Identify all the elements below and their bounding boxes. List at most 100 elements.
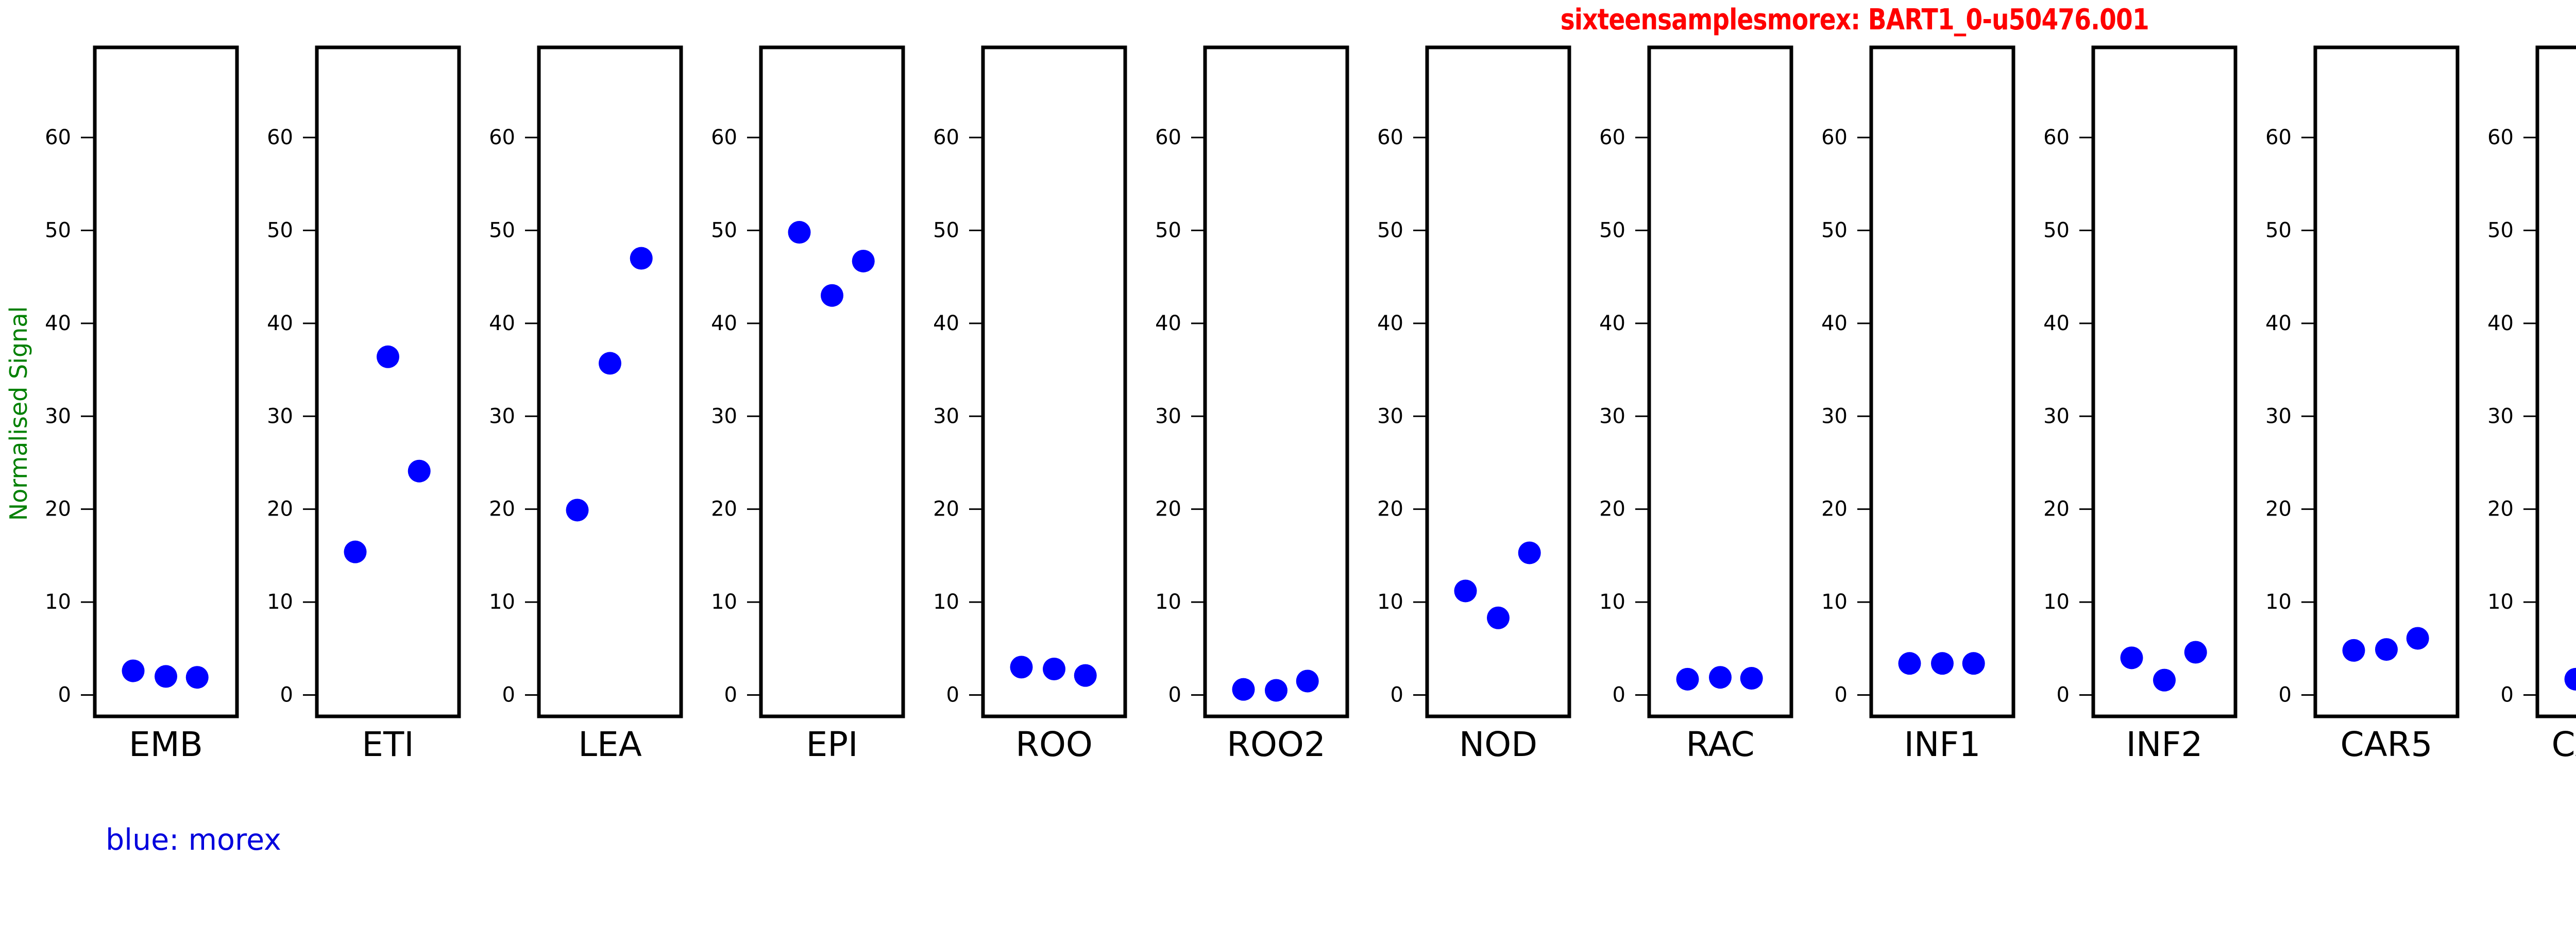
plot-box — [1203, 45, 1349, 718]
y-tick-label: 20 — [2043, 497, 2070, 521]
y-tick-label: 60 — [1821, 126, 1848, 149]
data-point — [2375, 638, 2398, 661]
y-tick-label: 0 — [502, 683, 515, 707]
data-point — [852, 249, 875, 272]
y-tick-label: 50 — [2487, 218, 2514, 242]
data-point — [1518, 541, 1541, 564]
data-point — [630, 247, 653, 270]
y-tick-label: 60 — [711, 126, 737, 149]
plot-box — [1425, 45, 1571, 718]
y-tick-label: 10 — [933, 590, 959, 614]
y-tick-label: 50 — [1821, 218, 1848, 242]
y-tick-label: 20 — [933, 497, 959, 521]
y-tick-label: 10 — [2265, 590, 2292, 614]
x-axis-category-label: CAR5 — [2340, 725, 2432, 764]
y-tick-label: 20 — [1599, 497, 1625, 521]
subplot-car15: 0 10 20 30 40 50 60 CAR15 — [2487, 45, 2576, 764]
y-tick-label: 40 — [2265, 312, 2292, 335]
y-tick-label: 30 — [2487, 404, 2514, 428]
y-tick-label: 50 — [2265, 218, 2292, 242]
y-tick-label: 30 — [2265, 404, 2292, 428]
data-point — [377, 345, 399, 368]
y-tick-label: 50 — [489, 218, 515, 242]
data-point — [1676, 667, 1699, 691]
subplot-roo: 0 10 20 30 40 50 60 ROO — [933, 45, 1127, 764]
y-tick-label: 30 — [711, 404, 737, 428]
x-axis-category-label: EPI — [806, 725, 858, 764]
subplot-nod: 0 10 20 30 40 50 60 NOD — [1377, 45, 1571, 764]
y-tick-label: 30 — [1377, 404, 1403, 428]
data-point — [1931, 652, 1954, 675]
title-row: sixteensamplesmorex: BART1_0-u50476.001 — [0, 3, 2576, 37]
data-point — [1962, 652, 1985, 675]
data-point — [1296, 670, 1319, 693]
x-axis-category-label: INF2 — [2126, 725, 2203, 764]
subplot-eti: 0 10 20 30 40 50 60 ETI — [267, 45, 461, 764]
y-tick-label: 30 — [933, 404, 959, 428]
y-tick-label: 0 — [58, 683, 71, 707]
y-tick-label: 10 — [2043, 590, 2070, 614]
data-point — [2153, 668, 2176, 692]
x-axis-category-label: EMB — [129, 725, 203, 764]
y-tick-label: 40 — [1377, 312, 1403, 335]
plot-box — [1869, 45, 2015, 718]
y-tick-label: 40 — [489, 312, 515, 335]
data-point — [408, 459, 431, 483]
y-tick-label: 0 — [2501, 683, 2514, 707]
data-point — [1454, 579, 1477, 603]
data-point — [788, 221, 811, 244]
data-point — [2120, 646, 2143, 670]
y-tick-label: 50 — [933, 218, 959, 242]
legend-note: blue: morex — [106, 823, 281, 857]
y-tick-label: 60 — [489, 126, 515, 149]
y-tick-label: 60 — [45, 126, 71, 149]
x-axis-category-label: RAC — [1686, 725, 1754, 764]
data-point — [821, 284, 843, 307]
y-tick-label: 60 — [1155, 126, 1181, 149]
data-point — [2184, 641, 2207, 664]
y-tick-label: 10 — [267, 590, 293, 614]
y-tick-label: 10 — [489, 590, 515, 614]
subplot-roo2: 0 10 20 30 40 50 60 ROO2 — [1155, 45, 1349, 764]
y-tick-label: 20 — [267, 497, 293, 521]
y-tick-label: 0 — [2279, 683, 2292, 707]
y-tick-label: 0 — [2057, 683, 2070, 707]
y-tick-label: 30 — [489, 404, 515, 428]
data-point — [2406, 627, 2429, 650]
y-tick-label: 60 — [267, 126, 293, 149]
x-axis-category-label: LEA — [578, 725, 642, 764]
plot-box — [2313, 45, 2460, 718]
y-axis-label: Normalised Signal — [5, 306, 32, 521]
y-tick-label: 0 — [724, 683, 737, 707]
data-point — [1487, 606, 1510, 629]
y-tick-label: 20 — [711, 497, 737, 521]
data-point — [1265, 679, 1287, 702]
subplot-rac: 0 10 20 30 40 50 60 RAC — [1599, 45, 1793, 764]
y-tick-label: 50 — [267, 218, 293, 242]
y-tick-label: 0 — [1391, 683, 1403, 707]
data-point — [1898, 652, 1921, 675]
data-point — [122, 659, 145, 682]
subplot-lea: 0 10 20 30 40 50 60 LEA — [489, 45, 683, 764]
y-tick-label: 30 — [2043, 404, 2070, 428]
data-point — [2342, 639, 2365, 662]
plot-box — [981, 45, 1127, 718]
y-tick-label: 40 — [711, 312, 737, 335]
data-point — [1010, 656, 1033, 679]
subplot-inf1: 0 10 20 30 40 50 60 INF1 — [1821, 45, 2015, 764]
y-tick-label: 60 — [1599, 126, 1625, 149]
y-tick-label: 20 — [1377, 497, 1403, 521]
y-tick-label: 30 — [267, 404, 293, 428]
y-tick-label: 60 — [2487, 126, 2514, 149]
y-tick-label: 50 — [1599, 218, 1625, 242]
data-point — [1709, 666, 1732, 689]
x-axis-category-label: NOD — [1459, 725, 1537, 764]
data-point — [566, 499, 589, 522]
y-tick-label: 10 — [1155, 590, 1181, 614]
y-tick-label: 20 — [2265, 497, 2292, 521]
subplot-emb: 0 10 20 30 40 50 60 EMB — [45, 45, 239, 764]
y-tick-label: 20 — [1821, 497, 1848, 521]
data-point — [1740, 667, 1763, 690]
plot-box — [1647, 45, 1793, 718]
y-tick-label: 40 — [45, 312, 71, 335]
